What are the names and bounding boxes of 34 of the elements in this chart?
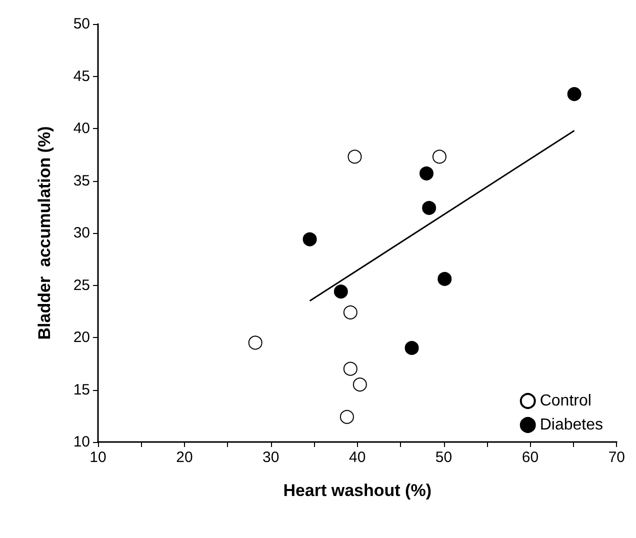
point bbox=[422, 200, 436, 215]
x-tick-label: 30 bbox=[262, 449, 280, 466]
legend-label: Control bbox=[540, 392, 592, 410]
x-axis-title: Heart washout (%) bbox=[283, 481, 432, 500]
y-tick-label: 15 bbox=[73, 381, 90, 398]
y-tick-label: 10 bbox=[73, 434, 90, 450]
point bbox=[432, 150, 446, 164]
point bbox=[404, 340, 419, 355]
y-axis-title: Bladder accumulation (%) bbox=[35, 126, 54, 340]
x-tick-label: 60 bbox=[522, 449, 539, 466]
point bbox=[302, 232, 317, 246]
point bbox=[352, 378, 367, 392]
legend-label: Diabetes bbox=[540, 416, 604, 434]
point bbox=[343, 362, 358, 376]
y-tick-label: 30 bbox=[73, 224, 90, 242]
y-tick-label: 35 bbox=[73, 172, 90, 190]
x-tick-label: 10 bbox=[90, 449, 106, 466]
x-tick-label: 40 bbox=[348, 449, 366, 466]
y-tick-label: 45 bbox=[73, 68, 90, 85]
point bbox=[248, 336, 262, 350]
y-tick-label: 40 bbox=[73, 120, 90, 137]
point bbox=[343, 305, 358, 320]
point bbox=[419, 166, 434, 180]
y-tick-label: 20 bbox=[73, 329, 90, 346]
x-tick-label: 20 bbox=[176, 449, 193, 466]
y-tick-label: 50 bbox=[73, 16, 90, 32]
point bbox=[334, 284, 348, 299]
point bbox=[348, 150, 362, 164]
point bbox=[567, 87, 582, 102]
x-tick-label: 50 bbox=[435, 449, 452, 466]
point bbox=[340, 410, 354, 424]
x-tick-label: 70 bbox=[608, 449, 625, 466]
point bbox=[438, 272, 452, 286]
y-tick-label: 25 bbox=[73, 276, 90, 294]
